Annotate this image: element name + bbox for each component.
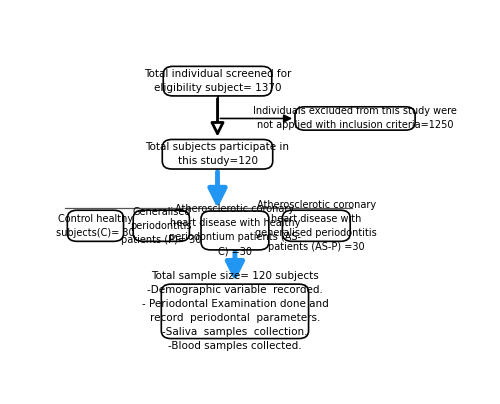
Text: Individuals excluded from this study were
not applied with inclusion criteria=12: Individuals excluded from this study wer… <box>253 107 457 130</box>
Text: Atherosclerotic coronary
heart disease with
generalised periodontitis
patients (: Atherosclerotic coronary heart disease w… <box>256 200 377 252</box>
Text: Generalised
periodontitis
patients (P)= 30: Generalised periodontitis patients (P)= … <box>121 207 202 245</box>
FancyBboxPatch shape <box>162 284 308 339</box>
Text: Control healthy
subjects(C)= 30: Control healthy subjects(C)= 30 <box>56 214 135 238</box>
FancyBboxPatch shape <box>68 210 124 241</box>
FancyBboxPatch shape <box>162 139 272 169</box>
FancyBboxPatch shape <box>133 210 190 241</box>
FancyBboxPatch shape <box>295 107 415 130</box>
Text: Total sample size= 120 subjects
-Demographic variable  recorded.
- Periodontal E: Total sample size= 120 subjects -Demogra… <box>142 271 328 351</box>
FancyBboxPatch shape <box>201 211 269 250</box>
Text: Total subjects participate in
this study=120: Total subjects participate in this study… <box>146 142 290 166</box>
FancyBboxPatch shape <box>163 66 272 96</box>
FancyBboxPatch shape <box>282 210 350 241</box>
Text: Atherosclerotic coronary
heart disease with healthy
periodontium patients (AS-
C: Atherosclerotic coronary heart disease w… <box>169 204 301 257</box>
Text: Total individual screened for
eligibility subject= 1370: Total individual screened for eligibilit… <box>144 69 291 93</box>
